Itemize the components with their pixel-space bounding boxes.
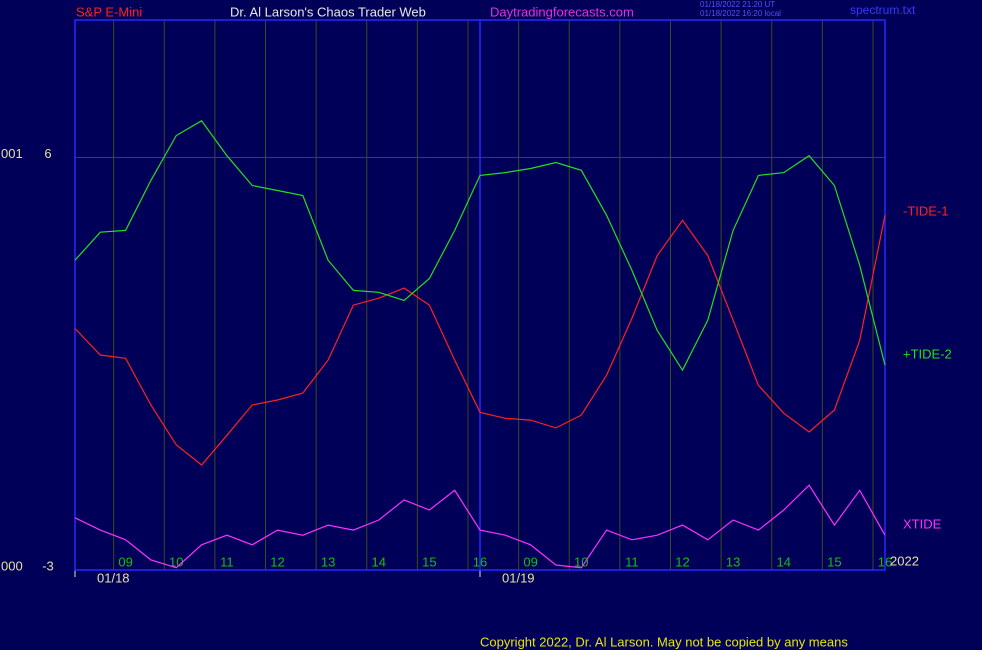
date-label: 01/18: [97, 570, 130, 585]
x-tick-label: 11: [625, 554, 639, 569]
x-tick-label: 09: [523, 554, 537, 569]
series-label: -TIDE-1: [903, 204, 949, 219]
x-tick-label: 12: [675, 554, 689, 569]
x-tick-label: 09: [118, 554, 132, 569]
symbol: S&P E-Mini: [76, 4, 142, 19]
series-label: +TIDE-2: [903, 347, 952, 362]
x-tick-label: 12: [270, 554, 284, 569]
x-tick-label: 10: [574, 554, 588, 569]
left-label: 000: [1, 558, 23, 573]
site-title: Dr. Al Larson's Chaos Trader Web: [230, 4, 426, 19]
series-line: [74, 484, 886, 569]
url: Daytradingforecasts.com: [490, 4, 634, 19]
x-tick-label: 14: [777, 554, 791, 569]
plot-frame: [74, 19, 886, 571]
x-tick-label: 13: [726, 554, 740, 569]
left-label: 001: [1, 146, 23, 161]
y-tick-label: -3: [42, 558, 54, 573]
year-label: 2022: [890, 553, 919, 568]
copyright: Copyright 2022, Dr. Al Larson. May not b…: [480, 634, 848, 649]
date-label: 01/19: [502, 570, 535, 585]
file-name: spectrum.txt: [850, 3, 916, 17]
x-tick-label: 15: [422, 554, 436, 569]
y-tick-label: 6: [44, 146, 51, 161]
x-tick-label: 13: [321, 554, 335, 569]
series-line: [74, 215, 886, 466]
x-tick-label: 14: [372, 554, 386, 569]
x-tick-label: 11: [220, 554, 234, 569]
series-label: XTIDE: [903, 517, 942, 532]
x-tick-label: 15: [827, 554, 841, 569]
x-tick-label: 10: [169, 554, 183, 569]
timestamp-ut: 01/18/2022 21:20 UT: [700, 0, 775, 9]
timestamp-local: 01/18/2022 16:20 local: [700, 9, 781, 18]
series-line: [74, 120, 886, 372]
